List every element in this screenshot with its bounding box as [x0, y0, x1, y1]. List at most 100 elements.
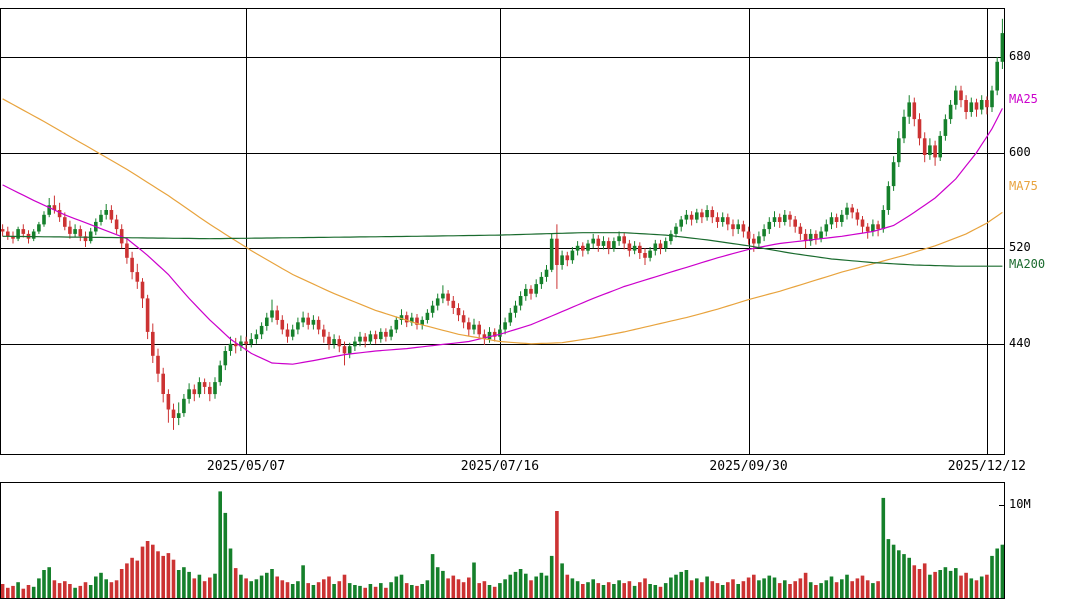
volume-bar	[736, 584, 740, 599]
volume-bar	[125, 563, 129, 599]
candle-body	[145, 298, 150, 332]
volume-bar	[555, 511, 559, 599]
volume-bar	[524, 573, 528, 599]
candle-body	[166, 394, 171, 410]
volume-bar	[865, 580, 870, 599]
volume-bar	[239, 574, 243, 599]
volume-bar	[254, 579, 259, 599]
volume-bar	[306, 583, 310, 599]
date-axis-label-0: 2025/05/07	[206, 459, 286, 474]
volume-bar	[897, 550, 901, 599]
candle-body	[327, 336, 331, 344]
price-axis-label-600: 600	[1009, 144, 1031, 159]
volume-bar	[114, 580, 119, 599]
volume-bar	[871, 583, 875, 599]
candle-body	[228, 343, 233, 351]
volume-bar	[52, 580, 57, 599]
candle-body	[446, 293, 450, 301]
candle-body	[586, 243, 590, 251]
volume-bar	[720, 585, 725, 599]
candle-body	[451, 300, 456, 308]
candle-body	[208, 386, 212, 395]
candle-body	[907, 102, 911, 117]
candle-body	[886, 186, 891, 210]
volume-bar	[394, 576, 399, 599]
volume-bar	[902, 554, 906, 599]
volume-panel-frame	[0, 482, 1005, 599]
volume-bar	[891, 544, 896, 599]
volume-bar	[658, 586, 663, 599]
volume-bar	[700, 582, 704, 599]
volume-bar	[513, 571, 518, 599]
candle-body	[78, 229, 83, 237]
candle-body	[954, 90, 958, 105]
candle-body	[917, 119, 922, 139]
candle-body	[596, 238, 601, 246]
candle-body	[985, 100, 989, 108]
volume-bar	[342, 574, 347, 599]
volume-bar	[881, 497, 886, 599]
candle-body	[498, 329, 502, 337]
volume-bar	[601, 585, 606, 599]
volume-bars	[0, 491, 1005, 599]
candle-body	[705, 210, 709, 218]
price-axis-label-680: 680	[1009, 49, 1031, 63]
candle-body	[959, 90, 963, 101]
candle-body	[31, 231, 36, 239]
volume-bar	[503, 579, 507, 599]
volume-bar	[907, 557, 911, 599]
candle-body	[798, 226, 803, 234]
candle-body	[948, 104, 953, 120]
volume-bar	[171, 559, 176, 599]
candle-body	[68, 226, 72, 234]
volume-bar	[410, 585, 414, 599]
candle-body	[57, 210, 62, 218]
candle-body	[513, 305, 518, 313]
candle-body	[700, 212, 704, 218]
candle-body	[581, 245, 585, 251]
volume-axis-label: 10M	[1009, 497, 1031, 512]
candle-body	[938, 135, 942, 158]
candle-body	[430, 305, 435, 313]
volume-bar	[415, 585, 419, 599]
candle-body	[404, 315, 409, 323]
candle-body	[876, 224, 880, 230]
date-axis-label-2: 2025/09/30	[709, 459, 788, 474]
candle-body	[819, 231, 823, 239]
volume-bar	[886, 539, 891, 599]
volume-bar	[726, 582, 730, 599]
candle-body	[643, 253, 647, 258]
volume-bar	[928, 574, 932, 599]
volume-bar	[21, 588, 26, 599]
volume-bar	[954, 568, 958, 599]
candle-body	[715, 217, 720, 222]
volume-bar	[995, 548, 999, 599]
candle-body	[503, 322, 507, 330]
candle-body	[606, 241, 611, 249]
ma25-label: MA25	[1009, 92, 1038, 106]
volume-bar	[679, 571, 683, 599]
volume-bar	[347, 583, 352, 599]
volume-bar	[943, 567, 948, 599]
candle-body	[902, 116, 906, 139]
candle-body	[394, 319, 399, 330]
candle-body	[570, 250, 575, 261]
candle-body	[435, 298, 440, 306]
candle-body	[254, 334, 259, 340]
candle-body	[0, 229, 5, 232]
candle-body	[710, 210, 715, 218]
candle-body	[565, 255, 570, 261]
volume-bar	[140, 546, 145, 599]
candle-body	[461, 315, 466, 323]
candle-body	[529, 288, 533, 294]
candle-body	[171, 409, 176, 418]
candle-body	[99, 214, 103, 222]
candle-body	[316, 319, 321, 330]
candle-body	[456, 308, 461, 316]
candle-body	[741, 224, 746, 232]
volume-bar	[42, 570, 46, 599]
volume-bar	[327, 576, 331, 599]
volume-bar	[280, 580, 285, 599]
candle-body	[793, 219, 797, 227]
ma-line-ma75	[2, 98, 1003, 345]
